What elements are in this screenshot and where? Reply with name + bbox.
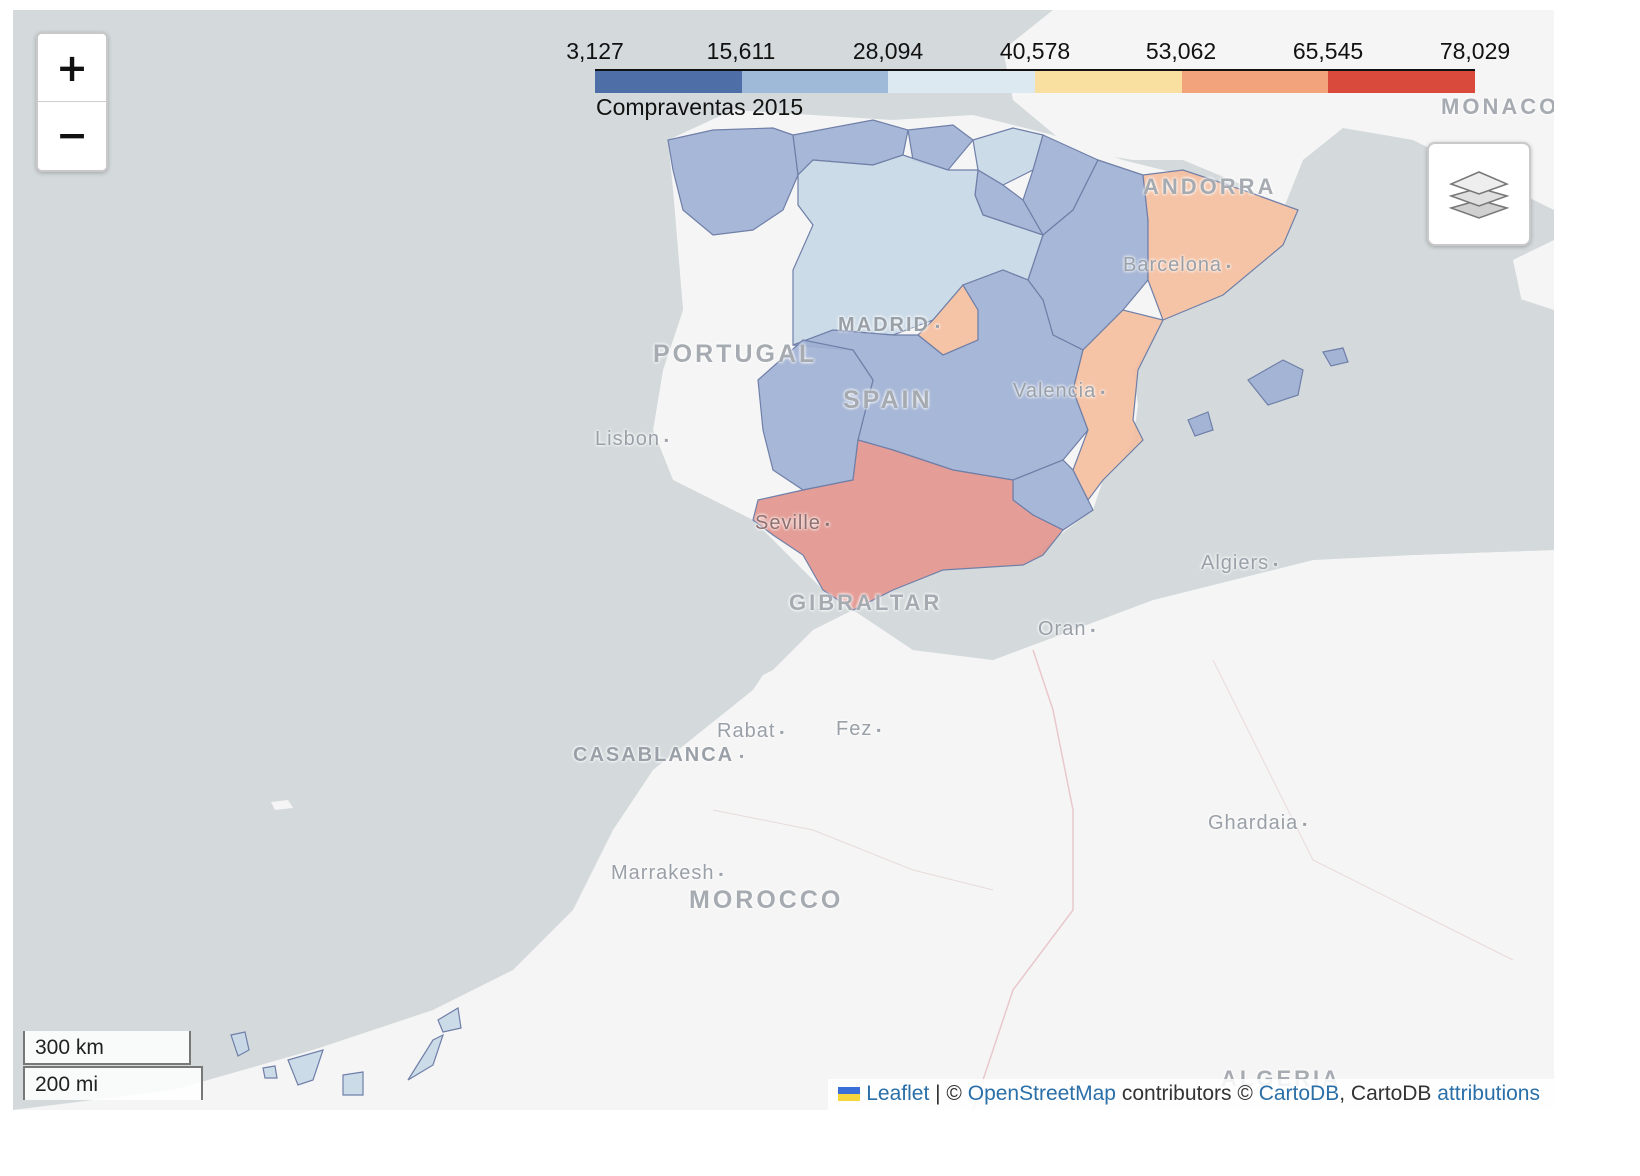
label-portugal: PORTUGAL xyxy=(653,340,818,368)
legend-swatch xyxy=(595,71,742,93)
legend-tick: 28,094 xyxy=(852,38,924,64)
region-valencia[interactable] xyxy=(1072,309,1164,502)
osm-link[interactable]: OpenStreetMap xyxy=(967,1082,1116,1105)
label-gibraltar: GIBRALTAR xyxy=(789,590,943,615)
layers-icon xyxy=(1448,171,1510,219)
label-oran: Oran xyxy=(1038,618,1096,641)
region-galicia[interactable] xyxy=(667,127,799,236)
color-legend: 3,127 15,611 28,094 40,578 53,062 65,545… xyxy=(553,36,1513,126)
label-seville: Seville xyxy=(755,512,831,535)
legend-swatch xyxy=(888,71,1036,93)
label-barcelona: Barcelona xyxy=(1123,254,1232,277)
region-balearic-mallorca[interactable] xyxy=(1247,359,1304,406)
legend-swatch xyxy=(1035,71,1182,93)
label-madrid: MADRID xyxy=(838,314,942,337)
france-land xyxy=(1003,10,1554,210)
basemap[interactable] xyxy=(13,10,1554,1110)
label-casablanca: CASABLANCA xyxy=(573,744,746,767)
attribution: Leaflet | © OpenStreetMap contributors ©… xyxy=(828,1079,1554,1110)
legend-tick: 78,029 xyxy=(1439,38,1511,64)
label-lisbon: Lisbon xyxy=(595,428,670,451)
zoom-control: + − xyxy=(36,32,108,172)
legend-tick: 15,611 xyxy=(706,38,776,64)
label-morocco: MOROCCO xyxy=(689,886,844,914)
region-andalusia[interactable] xyxy=(752,439,1064,611)
cartodb-link[interactable]: CartoDB xyxy=(1258,1082,1340,1105)
legend-tick: 65,545 xyxy=(1292,38,1364,64)
label-rabat: Rabat xyxy=(717,720,785,743)
zoom-out-button[interactable]: − xyxy=(38,101,106,168)
zoom-in-button[interactable]: + xyxy=(38,34,106,101)
region-catalonia[interactable] xyxy=(1142,169,1299,321)
region-canary-islands[interactable] xyxy=(230,1031,250,1057)
scale-bar-metric: 300 km xyxy=(23,1031,191,1065)
legend-swatch xyxy=(1328,71,1476,93)
ukraine-flag-icon xyxy=(838,1087,861,1101)
attributions-link[interactable]: attributions xyxy=(1437,1082,1540,1105)
layers-control-button[interactable] xyxy=(1427,142,1531,246)
scale-bar-imperial: 200 mi xyxy=(23,1066,203,1100)
leaflet-link[interactable]: Leaflet xyxy=(866,1082,930,1105)
legend-tick: 3,127 xyxy=(566,38,624,64)
legend-swatch xyxy=(741,71,889,93)
legend-title: Compraventas 2015 xyxy=(596,94,804,120)
legend-color-bar xyxy=(595,69,1476,93)
label-valencia: Valencia xyxy=(1013,380,1106,403)
legend-tick: 40,578 xyxy=(999,38,1071,64)
legend-tick: 53,062 xyxy=(1145,38,1217,64)
label-algiers: Algiers xyxy=(1201,552,1279,575)
label-andorra: ANDORRA xyxy=(1143,174,1277,199)
region-cantabria[interactable] xyxy=(907,124,974,171)
map-container[interactable]: PORTUGAL SPAIN MOROCCO ANDORRA GIBRALTAR… xyxy=(13,10,1554,1110)
legend-swatch xyxy=(1181,71,1329,93)
label-ghardaia: Ghardaia xyxy=(1208,812,1308,835)
label-fez: Fez xyxy=(836,718,882,741)
label-marrakesh: Marrakesh xyxy=(611,862,724,885)
label-spain: SPAIN xyxy=(843,386,933,414)
label-monaco: MONACO xyxy=(1441,94,1554,119)
